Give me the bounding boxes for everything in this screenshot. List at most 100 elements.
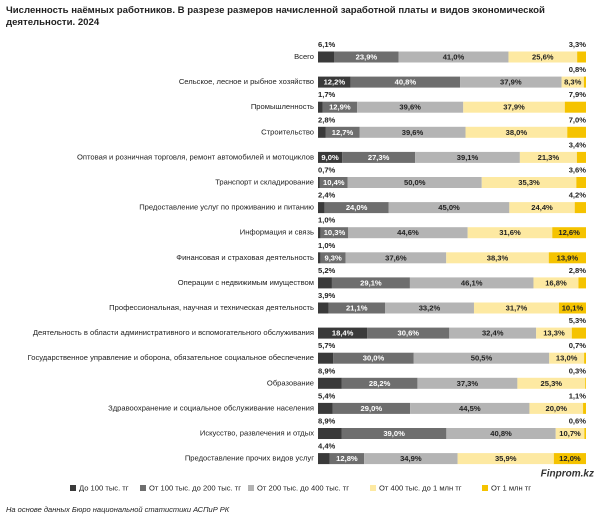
- bar-segment: [571, 327, 586, 339]
- bar-segment: [398, 51, 509, 63]
- bar-segment: [584, 352, 586, 364]
- bar-segment: [345, 252, 447, 264]
- legend-swatch: [248, 485, 254, 491]
- value-label: 10,1%: [562, 304, 584, 313]
- bar-segment: [519, 151, 577, 163]
- value-label: 39,6%: [399, 103, 421, 112]
- value-label: 39,0%: [383, 429, 405, 438]
- value-label: 24,0%: [346, 203, 368, 212]
- category-label: Предоставление услуг по проживанию и пит…: [139, 203, 314, 212]
- value-label: 32,4%: [482, 329, 504, 338]
- bar-segment: [318, 453, 330, 465]
- bar-segment: [473, 302, 559, 314]
- bar-segment: [449, 327, 537, 339]
- value-label: 9,3%: [324, 253, 342, 262]
- bar-segment: [333, 352, 414, 364]
- bar-segment: [318, 202, 325, 214]
- legend-swatch: [370, 485, 376, 491]
- bar-segment: [417, 377, 518, 389]
- value-label: 3,9%: [318, 291, 336, 300]
- value-label: 37,6%: [385, 253, 407, 262]
- value-label: 0,8%: [569, 65, 587, 74]
- bar-segment: [517, 377, 586, 389]
- value-label: 25,6%: [532, 53, 554, 62]
- legend-label: От 400 тыс. до 1 млн тг: [379, 484, 462, 493]
- bar-segment: [415, 151, 520, 163]
- value-label: 9,0%: [321, 153, 339, 162]
- legend-label: От 100 тыс. до 200 тыс. тг: [149, 484, 241, 493]
- bar-segment: [318, 151, 343, 163]
- bar-segment: [561, 76, 584, 88]
- value-label: 2,4%: [318, 191, 336, 200]
- value-label: 1,7%: [318, 90, 336, 99]
- value-label: 12,8%: [336, 454, 358, 463]
- bar-segment: [318, 277, 332, 289]
- bar-segment: [318, 101, 323, 113]
- brand: Finprom.kz: [541, 469, 594, 480]
- legend-label: От 200 тыс. до 400 тыс. тг: [257, 484, 349, 493]
- bar-segment: [446, 428, 556, 439]
- bar-segment: [331, 277, 410, 289]
- bar-segment: [367, 327, 450, 339]
- value-label: 6,1%: [318, 40, 336, 49]
- value-label: 33,2%: [419, 304, 441, 313]
- bar-segment: [319, 177, 348, 188]
- value-label: 23,9%: [356, 53, 378, 62]
- bar-segment: [548, 252, 586, 264]
- value-label: 13,0%: [556, 354, 578, 363]
- value-label: 44,6%: [397, 228, 419, 237]
- bar-segment: [347, 177, 482, 188]
- bar-segment: [536, 327, 572, 339]
- category-label: Финансовая и страховая деятельность: [176, 253, 314, 262]
- legend-swatch: [140, 485, 146, 491]
- value-label: 1,0%: [318, 241, 336, 250]
- value-label: 5,7%: [318, 341, 336, 350]
- value-label: 46,1%: [461, 278, 483, 287]
- category-label: Всего: [294, 52, 314, 61]
- bar-segment: [549, 352, 585, 364]
- bar-segment: [318, 177, 320, 188]
- value-label: 5,2%: [318, 266, 336, 275]
- value-label: 2,8%: [569, 266, 587, 275]
- bar-segment: [508, 51, 578, 63]
- value-label: 10,7%: [559, 429, 581, 438]
- category-label: Профессиональная, научная и техническая …: [109, 303, 314, 312]
- value-label: 0,7%: [569, 341, 587, 350]
- bar-segment: [318, 302, 329, 314]
- value-label: 8,3%: [564, 78, 582, 87]
- bar-segment: [576, 151, 586, 163]
- bar-segment: [332, 402, 411, 414]
- bar-segment: [318, 428, 342, 439]
- value-label: 3,3%: [569, 40, 587, 49]
- bar-segment: [318, 402, 333, 414]
- category-label: Образование: [267, 378, 314, 387]
- category-label: Деятельность в области административного…: [33, 328, 314, 337]
- value-label: 1,0%: [318, 216, 336, 225]
- value-label: 12,0%: [559, 454, 581, 463]
- bar-segment: [463, 101, 565, 113]
- bar-segment: [553, 453, 586, 465]
- bar-segment: [558, 302, 586, 314]
- value-label: 12,7%: [332, 128, 354, 137]
- value-label: 28,2%: [369, 379, 391, 388]
- bar-segment: [567, 126, 586, 138]
- value-label: 30,6%: [398, 329, 420, 338]
- value-label: 39,1%: [457, 153, 479, 162]
- value-label: 5,3%: [569, 316, 587, 325]
- legend-label: От 1 млн тг: [491, 484, 531, 493]
- bar-segment: [388, 202, 510, 214]
- bar-segment: [457, 453, 554, 465]
- bar-segment: [481, 177, 577, 188]
- bar-segment: [585, 377, 586, 389]
- bar-segment: [583, 402, 586, 414]
- bar-segment: [509, 202, 575, 214]
- bar-segment: [320, 227, 349, 239]
- bar-segment: [318, 252, 321, 264]
- chart-title: Численность наёмных работников. В разрез…: [6, 5, 545, 28]
- bar-segment: [584, 428, 586, 439]
- bar-segment: [318, 126, 326, 138]
- category-label: Промышленность: [251, 102, 314, 111]
- value-label: 20,0%: [545, 404, 567, 413]
- bar-segment: [583, 76, 586, 88]
- value-label: 13,3%: [543, 329, 565, 338]
